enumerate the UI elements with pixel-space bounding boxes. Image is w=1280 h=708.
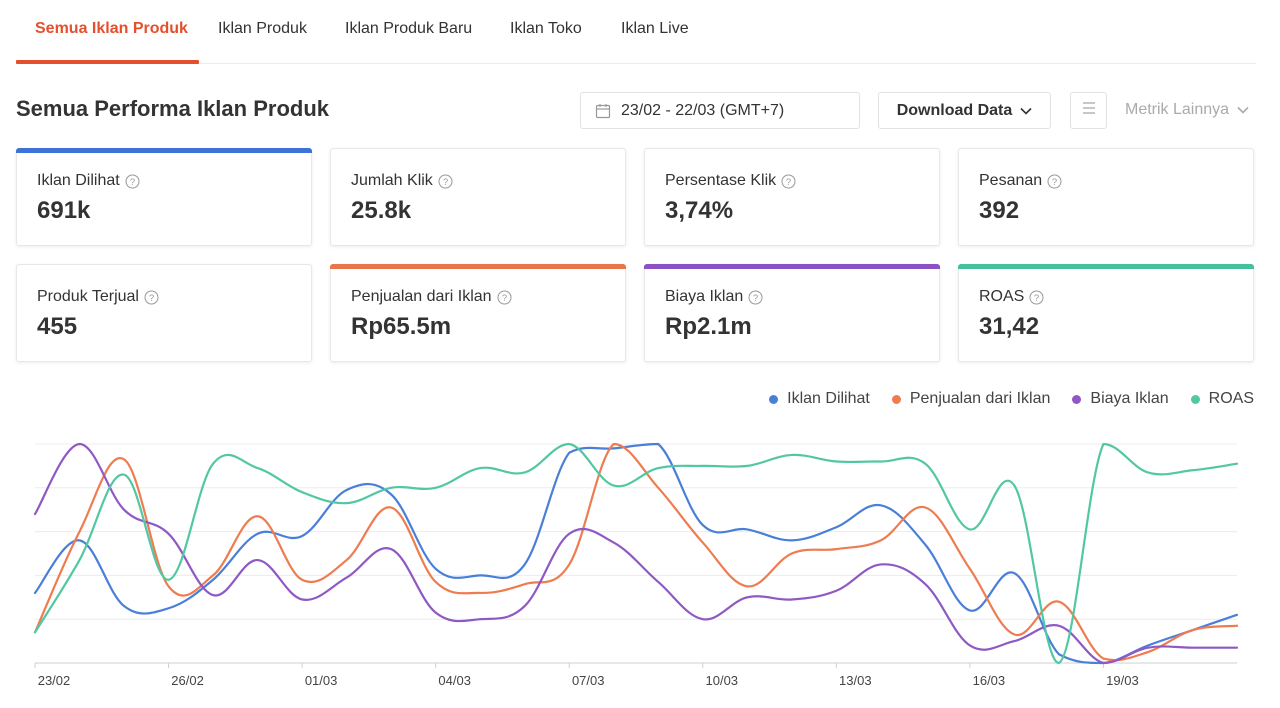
- x-tick-label: 23/02: [38, 673, 71, 688]
- series-line-biaya-iklan[interactable]: [33, 442, 1239, 665]
- legend-label: ROAS: [1208, 390, 1254, 407]
- list-icon: [1081, 101, 1097, 120]
- metric-label-text: Produk Terjual: [37, 288, 139, 305]
- metric-value: 25.8k: [351, 197, 412, 224]
- svg-text:?: ?: [1052, 177, 1057, 188]
- chevron-down-icon: [1237, 106, 1249, 114]
- metric-accent-bar: [644, 264, 940, 269]
- legend-dot: [1072, 394, 1082, 404]
- metric-label: Penjualan dari Iklan?: [351, 288, 512, 306]
- metric-value: Rp2.1m: [665, 313, 752, 340]
- metric-card-produk-terjual[interactable]: Produk Terjual? 455: [16, 264, 312, 362]
- more-metrics-label: Metrik Lainnya: [1125, 101, 1230, 118]
- help-icon[interactable]: ?: [1047, 174, 1062, 189]
- metric-label: Iklan Dilihat?: [37, 172, 140, 190]
- svg-text:?: ?: [501, 293, 506, 304]
- calendar-icon: [595, 103, 611, 119]
- list-view-button[interactable]: [1070, 92, 1107, 129]
- series-line-iklan-dilihat[interactable]: [33, 442, 1239, 665]
- legend-label: Biaya Iklan: [1090, 390, 1169, 407]
- ad-type-tabs: Semua Iklan Produk Iklan Produk Iklan Pr…: [16, 0, 1256, 64]
- help-icon[interactable]: ?: [125, 174, 140, 189]
- performance-line-chart: 23/02 26/02 01/03 04/03 07/03 10/03 13/03 16/03…: [33, 442, 1239, 688]
- legend-dot: [769, 394, 779, 404]
- tab-semua-iklan-produk[interactable]: Semua Iklan Produk: [35, 20, 188, 37]
- download-data-label: Download Data: [896, 101, 1013, 119]
- metric-accent-bar: [958, 264, 1254, 269]
- metric-label-text: Biaya Iklan: [665, 288, 744, 305]
- help-icon[interactable]: ?: [781, 174, 796, 189]
- metric-card-pesanan[interactable]: Pesanan? 392: [958, 148, 1254, 246]
- series-line-penjualan[interactable]: [33, 442, 1239, 662]
- help-icon[interactable]: ?: [144, 290, 159, 305]
- x-tick-label: 13/03: [839, 673, 872, 688]
- metric-label-text: Persentase Klik: [665, 172, 777, 189]
- metric-label-text: Pesanan: [979, 172, 1043, 189]
- help-icon[interactable]: ?: [748, 290, 763, 305]
- metric-label: Persentase Klik?: [665, 172, 796, 190]
- legend-item-penjualan[interactable]: Penjualan dari Iklan: [891, 390, 1051, 408]
- legend-item-roas[interactable]: ROAS: [1190, 390, 1254, 408]
- metric-value: 392: [979, 197, 1020, 224]
- svg-text:?: ?: [786, 177, 791, 188]
- svg-text:?: ?: [753, 293, 758, 304]
- metric-card-persentase-klik[interactable]: Persentase Klik? 3,74%: [644, 148, 940, 246]
- tab-iklan-produk[interactable]: Iklan Produk: [218, 20, 307, 37]
- x-tick-label: 07/03: [572, 673, 605, 688]
- help-icon[interactable]: ?: [497, 290, 512, 305]
- x-tick-label: 19/03: [1106, 673, 1139, 688]
- x-tick-label: 16/03: [973, 673, 1006, 688]
- metric-card-iklan-dilihat[interactable]: Iklan Dilihat? 691k: [16, 148, 312, 246]
- tab-iklan-live[interactable]: Iklan Live: [621, 20, 689, 37]
- metric-value: Rp65.5m: [351, 313, 452, 340]
- x-tick-label: 04/03: [438, 673, 471, 688]
- svg-text:?: ?: [1034, 293, 1039, 304]
- metric-label-text: Jumlah Klik: [351, 172, 433, 189]
- legend-dot: [891, 394, 901, 404]
- metric-label: Produk Terjual?: [37, 288, 159, 306]
- help-icon[interactable]: ?: [438, 174, 453, 189]
- metric-card-jumlah-klik[interactable]: Jumlah Klik? 25.8k: [330, 148, 626, 246]
- metric-accent-bar: [330, 264, 626, 269]
- legend-dot: [1190, 394, 1200, 404]
- metric-accent-bar: [16, 148, 312, 153]
- metric-label: Jumlah Klik?: [351, 172, 453, 190]
- legend-label: Penjualan dari Iklan: [909, 390, 1051, 407]
- series-line-roas[interactable]: [33, 442, 1239, 665]
- metric-label-text: Penjualan dari Iklan: [351, 288, 492, 305]
- legend-item-iklan-dilihat[interactable]: Iklan Dilihat: [769, 390, 870, 408]
- date-range-text: 23/02 - 22/03 (GMT+7): [621, 101, 785, 119]
- metric-card-biaya-iklan[interactable]: Biaya Iklan? Rp2.1m: [644, 264, 940, 362]
- x-tick-label: 01/03: [305, 673, 338, 688]
- chevron-down-icon: [1020, 107, 1032, 115]
- svg-text:?: ?: [130, 177, 135, 188]
- download-data-button[interactable]: Download Data: [878, 92, 1051, 129]
- svg-text:?: ?: [443, 177, 448, 188]
- svg-text:?: ?: [149, 293, 154, 304]
- x-tick-label: 10/03: [706, 673, 739, 688]
- metric-card-penjualan-dari-iklan[interactable]: Penjualan dari Iklan? Rp65.5m: [330, 264, 626, 362]
- page-title: Semua Performa Iklan Produk: [16, 96, 329, 121]
- metric-label: Biaya Iklan?: [665, 288, 763, 306]
- metric-value: 455: [37, 313, 78, 340]
- metric-label-text: ROAS: [979, 288, 1025, 305]
- metric-value: 691k: [37, 197, 91, 224]
- active-tab-indicator: [16, 60, 199, 64]
- tab-iklan-produk-baru[interactable]: Iklan Produk Baru: [345, 20, 473, 37]
- metric-value: 31,42: [979, 313, 1040, 340]
- date-range-picker[interactable]: 23/02 - 22/03 (GMT+7): [580, 92, 860, 129]
- metric-label: Pesanan?: [979, 172, 1062, 190]
- metric-label: ROAS?: [979, 288, 1044, 306]
- help-icon[interactable]: ?: [1029, 290, 1044, 305]
- metric-card-roas[interactable]: ROAS? 31,42: [958, 264, 1254, 362]
- chart-legend: Iklan Dilihat Penjualan dari Iklan Biaya…: [747, 390, 1254, 408]
- legend-item-biaya-iklan[interactable]: Biaya Iklan: [1072, 390, 1169, 408]
- tab-iklan-toko[interactable]: Iklan Toko: [510, 20, 582, 37]
- metric-value: 3,74%: [665, 197, 734, 224]
- metric-label-text: Iklan Dilihat: [37, 172, 120, 189]
- x-tick-label: 26/02: [171, 673, 204, 688]
- more-metrics-dropdown[interactable]: Metrik Lainnya: [1125, 101, 1249, 119]
- legend-label: Iklan Dilihat: [787, 390, 870, 407]
